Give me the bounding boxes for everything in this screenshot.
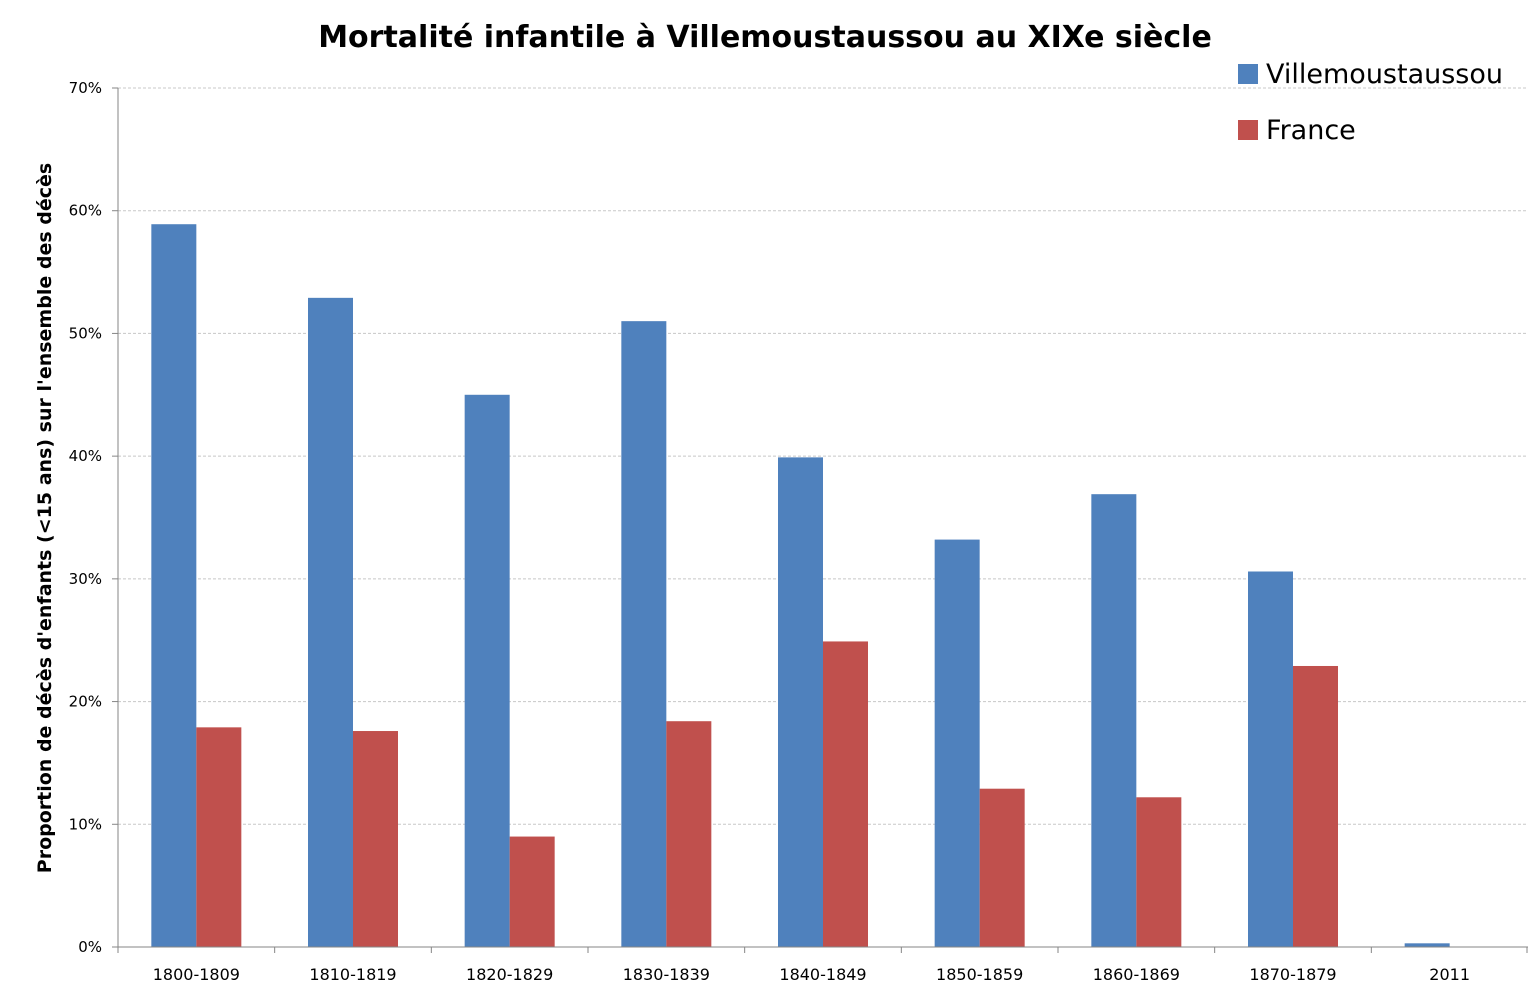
x-tick-label: 1840-1849	[779, 965, 866, 984]
bar-france-1860-1869	[1136, 797, 1182, 947]
x-tick-label: 1800-1809	[153, 965, 240, 984]
x-tick-label: 1830-1839	[623, 965, 710, 984]
bar-france-1850-1859	[979, 788, 1025, 947]
legend-swatch-villemoustaussou	[1238, 64, 1258, 84]
y-tick-label: 20%	[69, 693, 102, 711]
x-tick-label: 1850-1859	[936, 965, 1023, 984]
bar-villemoustaussou-1810-1819	[308, 297, 353, 947]
bar-france-1810-1819	[353, 731, 398, 947]
x-tick-label: 1870-1879	[1249, 965, 1336, 984]
bar-villemoustaussou-1840-1849	[778, 457, 823, 947]
legend: Villemoustaussou France	[1238, 46, 1503, 158]
bar-villemoustaussou-1870-1879	[1248, 571, 1293, 947]
x-tick-label: 2011	[1429, 965, 1470, 984]
bar-villemoustaussou-1830-1839	[621, 321, 667, 948]
bar-france-1820-1829	[509, 836, 555, 947]
bar-villemoustaussou-1820-1829	[464, 394, 510, 947]
bar-villemoustaussou-2011	[1404, 943, 1450, 947]
bar-france-1830-1839	[666, 721, 712, 947]
legend-item-france: France	[1238, 102, 1503, 158]
x-tick-label: 1820-1829	[466, 965, 553, 984]
x-tick-label: 1860-1869	[1093, 965, 1180, 984]
y-tick-label: 40%	[69, 447, 102, 465]
legend-item-villemoustaussou: Villemoustaussou	[1238, 46, 1503, 102]
legend-label-france: France	[1266, 114, 1356, 146]
bar-villemoustaussou-1850-1859	[934, 539, 980, 947]
chart-title: Mortalité infantile à Villemoustaussou a…	[318, 20, 1212, 55]
bar-france-1800-1809	[196, 727, 242, 947]
y-tick-label: 10%	[69, 815, 102, 833]
bar-france-1870-1879	[1293, 665, 1338, 947]
y-tick-label: 70%	[69, 79, 102, 97]
bar-villemoustaussou-1800-1809	[151, 224, 197, 947]
bar-france-1840-1849	[823, 641, 868, 947]
y-tick-label: 50%	[69, 324, 102, 342]
y-tick-label: 30%	[69, 570, 102, 588]
legend-swatch-france	[1238, 120, 1258, 140]
y-tick-label: 60%	[69, 202, 102, 220]
legend-label-villemoustaussou: Villemoustaussou	[1266, 58, 1504, 90]
x-tick-label: 1810-1819	[309, 965, 396, 984]
y-tick-label: 0%	[78, 938, 102, 956]
bar-villemoustaussou-1860-1869	[1091, 494, 1137, 947]
